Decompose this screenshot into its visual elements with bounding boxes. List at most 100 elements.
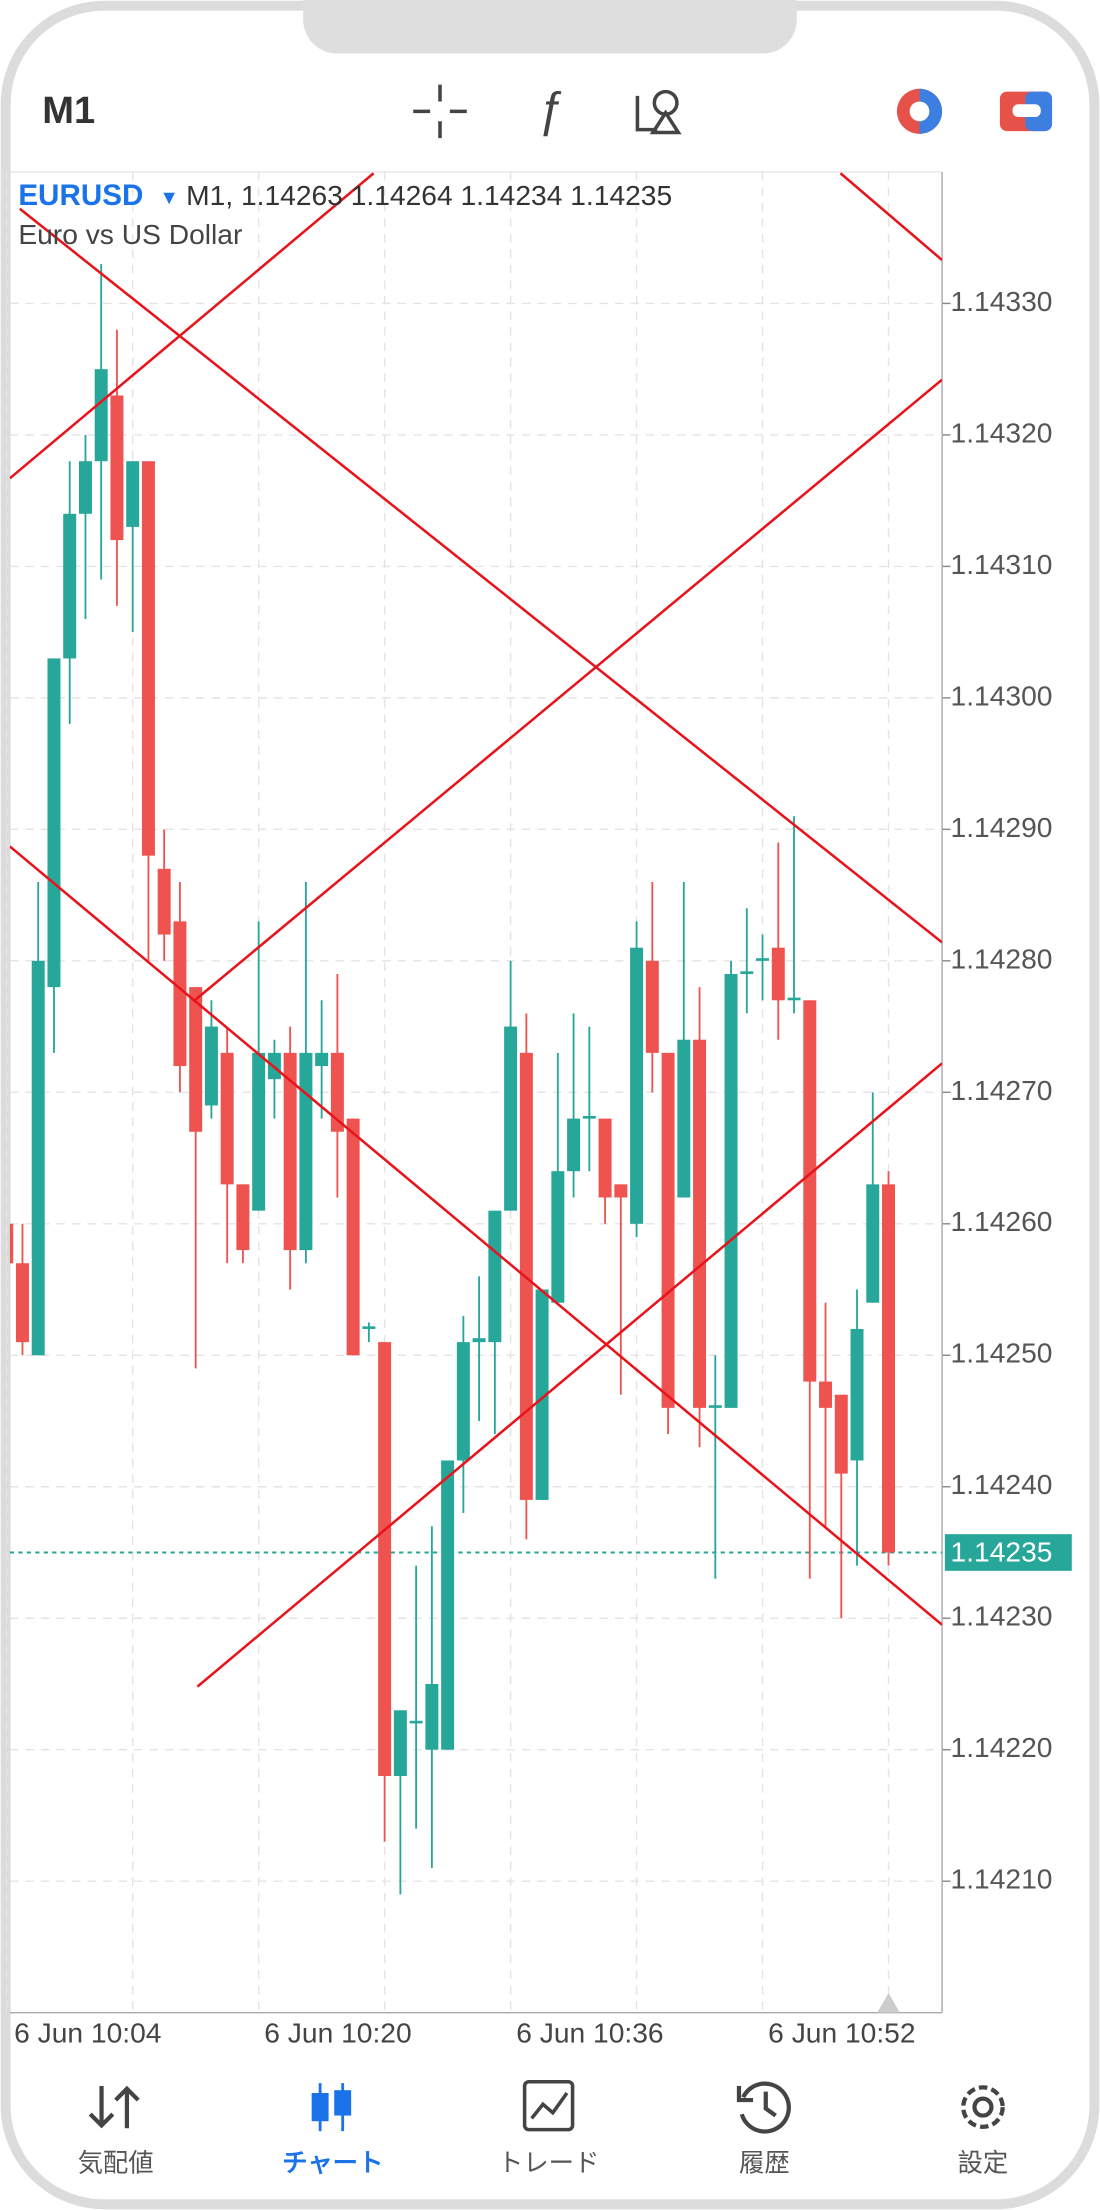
nav-chart-icon[interactable] — [311, 2083, 352, 2132]
candle-body — [582, 1115, 596, 1119]
candle-body — [315, 1052, 329, 1067]
ohlc-info: M1, 1.14263 1.14264 1.14234 1.14235 — [186, 179, 672, 211]
candle-body — [78, 461, 92, 514]
candle-body — [252, 1052, 266, 1211]
y-tick-label: 1.14270 — [951, 1074, 1053, 1106]
candle-body — [677, 1039, 691, 1198]
candle-body — [866, 1184, 880, 1303]
candle-body — [787, 997, 801, 1001]
candle-body — [425, 1683, 439, 1750]
nav-settings-icon[interactable] — [961, 2085, 1005, 2129]
candle-body — [472, 1338, 486, 1343]
trendline — [9, 172, 375, 480]
candle-body — [378, 1342, 392, 1777]
nav-label[interactable]: チャート — [282, 2150, 383, 2178]
nav-label[interactable]: トレード — [498, 2150, 599, 2178]
candle-body — [771, 947, 785, 1001]
trade-signal-icon[interactable] — [896, 88, 943, 134]
trendline — [19, 207, 943, 944]
y-tick-label: 1.14300 — [951, 679, 1053, 711]
x-tick-label: 6 Jun 10:04 — [14, 2017, 161, 2049]
candle-body — [567, 1118, 581, 1172]
candle-body — [740, 971, 754, 974]
symbol[interactable]: EURUSD — [18, 179, 143, 212]
nav-label[interactable]: 設定 — [958, 2150, 1009, 2178]
current-bar-marker — [877, 1992, 900, 2013]
objects-icon[interactable] — [635, 89, 682, 135]
candle-body — [393, 1710, 407, 1777]
y-tick-label: 1.14320 — [951, 416, 1053, 448]
candle-body — [9, 1223, 14, 1264]
candle-body — [204, 1026, 218, 1106]
nav-label[interactable]: 履歴 — [739, 2150, 790, 2178]
nav-quotes-icon[interactable] — [88, 2085, 140, 2129]
candle-body — [94, 369, 108, 462]
symbol-description: Euro vs US Dollar — [18, 218, 242, 250]
candle-body — [47, 658, 61, 988]
candle-body — [535, 1289, 549, 1500]
candle-body — [693, 1039, 707, 1408]
candle-body — [441, 1460, 455, 1750]
nav-trade-icon[interactable] — [522, 2079, 575, 2132]
nav-history-icon[interactable] — [736, 2081, 791, 2134]
notch — [303, 0, 797, 54]
candle-body — [110, 395, 124, 541]
y-tick-label: 1.14220 — [951, 1731, 1053, 1763]
candle-body — [630, 947, 644, 1224]
candle-body — [456, 1342, 470, 1461]
trendline — [192, 378, 943, 1003]
y-tick-label: 1.14330 — [951, 285, 1053, 317]
bid-label-box — [944, 1534, 1072, 1571]
candle-body — [346, 1118, 360, 1356]
candle-body — [803, 1000, 817, 1382]
symbol-dropdown[interactable]: ▼ — [159, 187, 179, 209]
candle-body — [157, 868, 171, 935]
candle-body — [834, 1394, 848, 1474]
candle-body — [850, 1328, 864, 1461]
y-tick-label: 1.14240 — [951, 1468, 1053, 1500]
candle-body — [819, 1381, 833, 1408]
candle-body — [236, 1184, 250, 1251]
y-tick-label: 1.14260 — [951, 1205, 1053, 1237]
candle-body — [220, 1052, 234, 1185]
bid-label: 1.14235 — [951, 1535, 1053, 1567]
candle-body — [724, 973, 738, 1408]
candle-body — [488, 1210, 502, 1343]
nav-label[interactable]: 気配値 — [78, 2150, 154, 2178]
trendline — [196, 1062, 943, 1688]
candle-body — [645, 960, 659, 1053]
candle-body — [173, 921, 187, 1067]
account-icon[interactable] — [999, 91, 1053, 132]
y-tick-label: 1.14210 — [951, 1863, 1053, 1895]
indicator-icon[interactable]: ƒ — [537, 83, 564, 136]
candle-body — [299, 1052, 313, 1251]
candle-body — [882, 1184, 896, 1553]
candle-body — [15, 1263, 29, 1343]
trendline — [9, 845, 943, 1626]
candle-body — [31, 960, 45, 1356]
candle-body — [362, 1326, 376, 1329]
candle-body — [756, 958, 770, 961]
candle-body — [614, 1184, 628, 1198]
candle-body — [661, 1052, 675, 1408]
y-tick-label: 1.14310 — [951, 548, 1053, 580]
crosshair-icon[interactable] — [413, 84, 467, 139]
candle-body — [409, 1720, 423, 1724]
candle-body — [598, 1118, 612, 1198]
y-tick-label: 1.14290 — [951, 811, 1053, 843]
candle-body — [330, 1052, 344, 1132]
candle-body — [551, 1171, 565, 1303]
timeframe-button[interactable]: M1 — [42, 90, 95, 132]
candle-body — [189, 987, 203, 1132]
candle-body — [283, 1052, 297, 1251]
y-tick-label: 1.14250 — [951, 1337, 1053, 1369]
candle-body — [141, 461, 155, 856]
y-tick-label: 1.14230 — [951, 1600, 1053, 1632]
x-tick-label: 6 Jun 10:20 — [264, 2017, 411, 2049]
candle-body — [63, 513, 77, 659]
candle-body — [708, 1405, 722, 1408]
x-tick-label: 6 Jun 10:52 — [768, 2017, 915, 2049]
candle-body — [126, 461, 140, 527]
